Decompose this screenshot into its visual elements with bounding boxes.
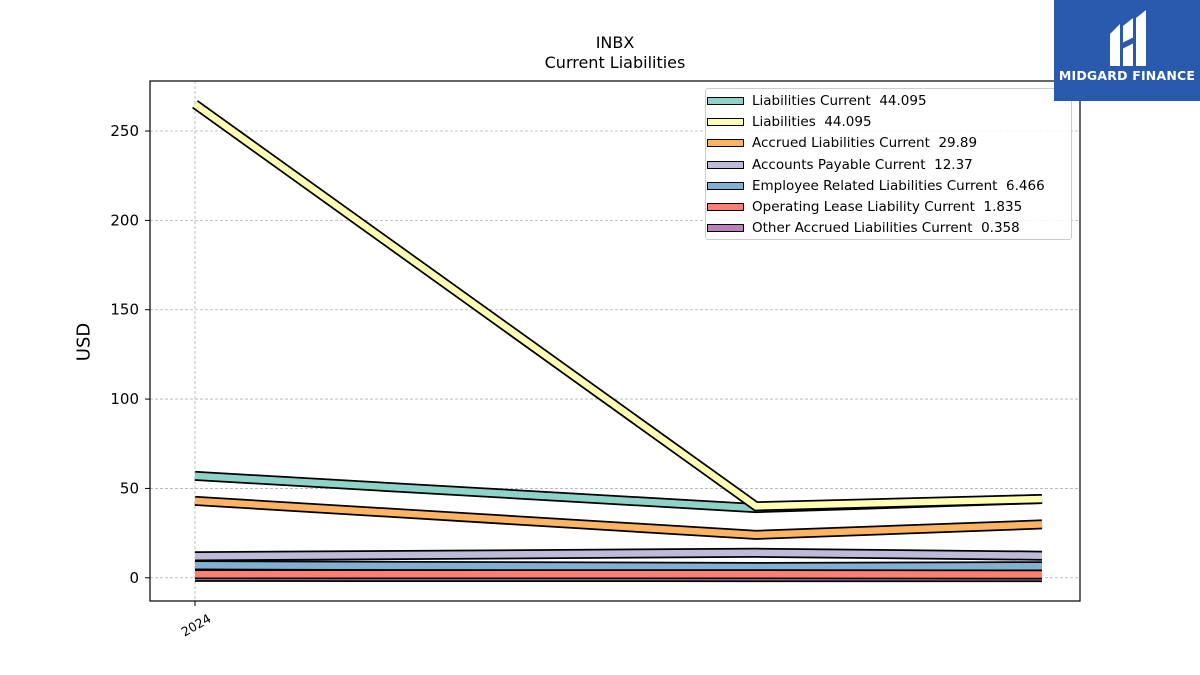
legend-label: Liabilities 44.095: [752, 114, 872, 131]
logo-text: MIDGARD FINANCE: [1058, 68, 1196, 83]
series-line-liabilities: [193, 101, 1043, 510]
chart-title: INBX: [595, 33, 635, 52]
legend-label: Accrued Liabilities Current 29.89: [752, 135, 978, 152]
legend-swatch: [707, 181, 744, 190]
legend-swatch: [707, 97, 744, 105]
grid-lines: [150, 81, 1080, 601]
legend-label: Other Accrued Liabilities Current 0.358: [752, 220, 1020, 237]
legend-swatch: [707, 139, 744, 148]
series-line-employee-related-liabilities-current: [194, 562, 1043, 571]
x-tick-label: 2024: [178, 611, 213, 640]
chart-legend: Liabilities Current 44.095 Liabilities 44…: [705, 88, 1072, 240]
legend-swatch: [707, 224, 744, 233]
legend-item: Accounts Payable Current 12.37: [706, 155, 1073, 176]
series-lines: [192, 100, 1043, 583]
legend-item: Liabilities Current 44.095: [706, 91, 1073, 112]
legend-item: Accrued Liabilities Current 29.89: [706, 133, 1073, 154]
legend-item: Other Accrued Liabilities Current 0.358: [706, 218, 1073, 239]
legend-label: Liabilities Current 44.095: [752, 93, 927, 109]
series-line-accrued-liabilities-current: [194, 497, 1043, 539]
y-tick-label: 50: [120, 479, 139, 497]
y-tick-label: 0: [129, 569, 139, 587]
legend-swatch: [707, 118, 744, 127]
plot-frame: [149, 80, 1081, 602]
legend-swatch: [707, 203, 744, 211]
y-axis-label: USD: [73, 322, 95, 362]
series-line-accounts-payable-current: [194, 549, 1043, 560]
midgard-logo-icon: [1110, 10, 1146, 66]
y-tick-label: 100: [110, 390, 139, 408]
legend-item: Operating Lease Liability Current 1.835: [706, 197, 1073, 218]
y-tick-label: 200: [110, 211, 139, 229]
legend-swatch: [707, 160, 744, 169]
legend-label: Employee Related Liabilities Current 6.4…: [752, 177, 1045, 194]
y-tick-label: 250: [110, 122, 139, 140]
legend-item: Employee Related Liabilities Current 6.4…: [706, 176, 1073, 197]
y-tick-label: 150: [110, 301, 139, 319]
chart-subtitle: Current Liabilities: [544, 53, 686, 72]
legend-label: Accounts Payable Current 12.37: [752, 156, 973, 173]
legend-item: Liabilities 44.095: [706, 112, 1073, 133]
x-axis: 2024: [178, 601, 214, 640]
y-axis: 0 50 100 150 200 250: [110, 122, 150, 587]
legend-label: Operating Lease Liability Current 1.835: [752, 199, 1023, 215]
brand-logo: MIDGARD FINANCE: [1054, 0, 1200, 101]
